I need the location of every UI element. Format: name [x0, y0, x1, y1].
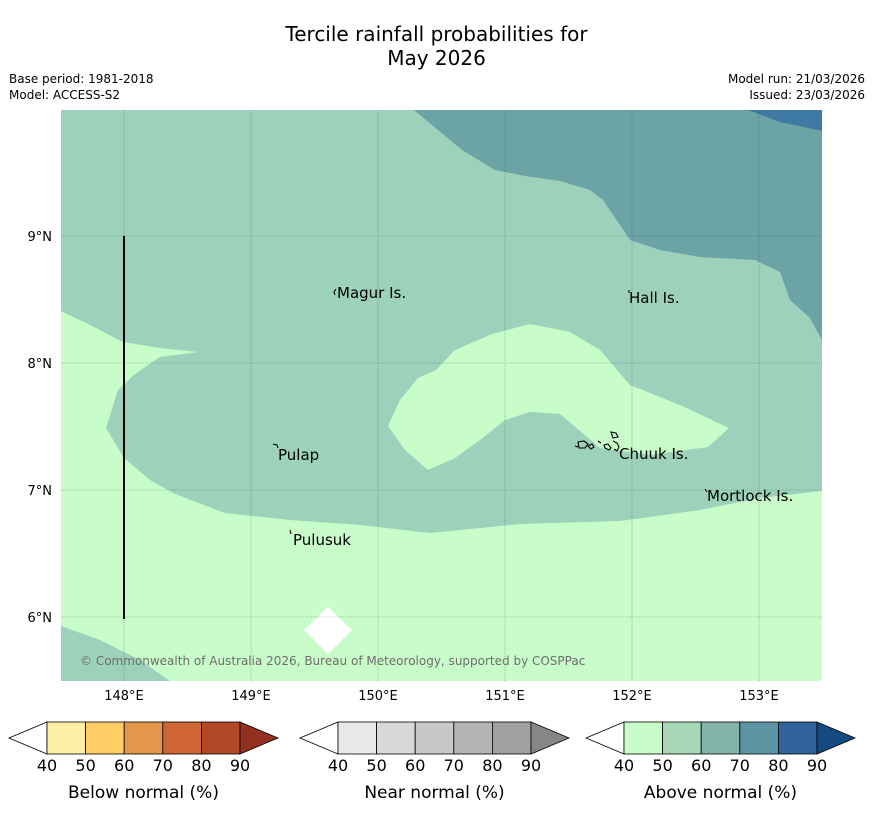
colorbar-segment [453, 721, 493, 755]
issued-text: Issued: 23/03/2026 [749, 88, 865, 102]
colorbar-segment [46, 721, 86, 755]
colorbar-tick-label: 70 [153, 756, 173, 775]
colorbar: 40 50 60 70 80 90 Below normal (%) [7, 721, 280, 803]
colorbar-segment [162, 721, 202, 755]
colorbar-tick-label: 80 [191, 756, 211, 775]
colorbar-tick-label: 90 [230, 756, 250, 775]
region-above-40-50-central [388, 324, 729, 470]
colorbar-tick-label: 50 [652, 756, 672, 775]
colorbar-segment [700, 721, 741, 755]
colorbar-extend-high [239, 721, 280, 755]
title-line-1: Tercile rainfall probabilities for [285, 22, 588, 46]
lon-tick-label: 151°E [485, 689, 525, 704]
island-chuuk-group [574, 431, 620, 452]
region-above-60-70 [414, 110, 822, 340]
place-label-hall: Hall Is. [629, 289, 680, 307]
place-label-mortlock: Mortlock Is. [707, 487, 793, 505]
colorbar-segment [200, 721, 241, 755]
colorbar-segment [337, 721, 377, 755]
colorbar-extend-high [816, 721, 857, 755]
colorbar-segment [123, 721, 164, 755]
island-pulusuk [289, 529, 292, 535]
no-data-patch [304, 607, 352, 654]
colorbar-extend-high [530, 721, 571, 755]
gridlines [61, 110, 822, 681]
colorbar-tick-label: 60 [691, 756, 711, 775]
place-label-pulap: Pulap [278, 446, 319, 464]
colorbar-caption: Below normal (%) [68, 783, 219, 803]
metadata-left: Base period: 1981-2018 Model: ACCESS-S2 [9, 71, 154, 103]
colorbar-segment [376, 721, 416, 755]
island-markers [272, 288, 708, 535]
colorbar-tick-label: 70 [444, 756, 464, 775]
colorbar-tick-label: 40 [328, 756, 348, 775]
lat-tick-label: 8°N [28, 357, 53, 372]
place-label-magur: Magur Is. [337, 284, 406, 302]
colorbar-caption: Near normal (%) [364, 783, 504, 803]
colorbar-extend-low [584, 721, 625, 755]
colorbar-segment [739, 721, 779, 755]
colorbar-tick-label: 60 [114, 756, 134, 775]
colorbar-tick-label: 80 [482, 756, 502, 775]
colorbar-tick-label: 50 [75, 756, 95, 775]
map-area: Magur Is. Hall Is. Pulap Chuuk Is. Mortl… [61, 110, 822, 681]
colorbar-tick-label: 90 [807, 756, 827, 775]
colorbar-tick-label: 80 [768, 756, 788, 775]
colorbar-extend-low [7, 721, 48, 755]
colorbar-tick-label: 40 [614, 756, 634, 775]
colorbar-legends: 40 50 60 70 80 90 Below normal (%) 40 50 60 70 80 90… [7, 721, 857, 803]
colorbar-tick-label: 70 [730, 756, 750, 775]
island-mortlock [704, 488, 708, 493]
colorbar-segment [85, 721, 125, 755]
island-pulap [272, 443, 279, 449]
metadata-right: Model run: 21/03/2026 Issued: 23/03/2026 [728, 71, 865, 103]
lon-tick-label: 153°E [739, 689, 779, 704]
place-label-chuuk: Chuuk Is. [619, 445, 688, 463]
copyright-text: © Commonwealth of Australia 2026, Bureau… [80, 654, 585, 668]
title-line-2: May 2026 [387, 46, 486, 70]
region-above-70-80 [748, 110, 822, 131]
colorbar-segment [778, 721, 818, 755]
island-magur [333, 288, 337, 296]
colorbar-tick-label: 50 [366, 756, 386, 775]
colorbar-caption: Above normal (%) [644, 783, 797, 803]
place-label-pulusuk: Pulusuk [293, 531, 351, 549]
colorbar-tick-label: 60 [405, 756, 425, 775]
model-run-text: Model run: 21/03/2026 [727, 72, 865, 86]
colorbar-segment [662, 721, 702, 755]
lon-tick-label: 149°E [231, 689, 271, 704]
lat-tick-label: 9°N [28, 230, 53, 245]
colorbar: 40 50 60 70 80 90 Near normal (%) [298, 721, 571, 803]
colorbar: 40 50 60 70 80 90 Above normal (%) [584, 721, 857, 803]
lat-tick-label: 7°N [28, 484, 53, 499]
colorbar-tick-label: 90 [521, 756, 541, 775]
lon-tick-label: 148°E [104, 689, 144, 704]
lon-tick-label: 150°E [358, 689, 398, 704]
chart-title: Tercile rainfall probabilities for May 2… [0, 22, 873, 70]
base-period-text: Base period: 1981-2018 [9, 72, 154, 86]
lon-tick-label: 152°E [612, 689, 652, 704]
colorbar-tick-label: 40 [37, 756, 57, 775]
colorbar-segment [623, 721, 663, 755]
colorbar-segment [414, 721, 455, 755]
model-text: Model: ACCESS-S2 [9, 88, 121, 102]
lat-tick-label: 6°N [28, 611, 53, 626]
colorbar-extend-low [298, 721, 339, 755]
colorbar-segment [491, 721, 532, 755]
